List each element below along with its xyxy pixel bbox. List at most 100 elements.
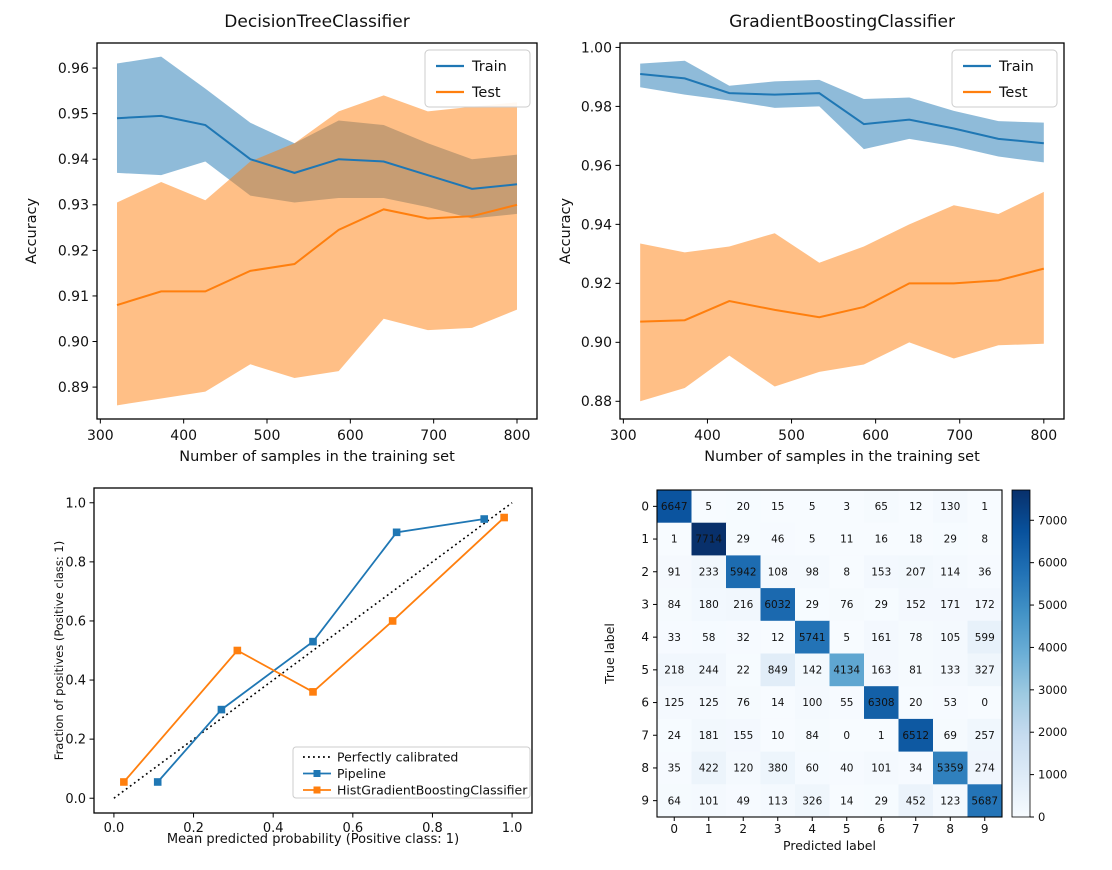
cm-cell (829, 718, 865, 752)
cm-cell (657, 784, 692, 818)
y-tick-label: 1.00 (581, 40, 612, 56)
cm-cell (898, 784, 934, 818)
cm-cell (933, 751, 968, 785)
cm-cell (691, 784, 727, 818)
cm-cell-value: 22 (737, 664, 750, 676)
calibration-curve-chart: 0.0 0.2 0.4 0.6 0.8 1.0 0.0 0.2 0.4 0.6 0.8 1.0 Mean… (52, 487, 533, 847)
y-tick-label: 0.96 (58, 61, 89, 77)
cm-cell (829, 588, 865, 622)
train-line (116, 114, 518, 190)
cm-cell (898, 555, 934, 589)
cm-cell-value: 29 (806, 599, 819, 611)
cm-cell-value: 46 (771, 534, 785, 546)
cm-cell-value: 65 (875, 501, 888, 513)
cm-cell-value: 5 (705, 501, 712, 513)
x-tick-label: 0.8 (422, 821, 443, 836)
y-tick-label: 8 (641, 761, 649, 775)
x-tick-label: 0.6 (342, 821, 363, 836)
colorbar-tick-label: 6000 (1038, 556, 1067, 570)
cm-cell-value: 113 (768, 795, 788, 807)
cm-cell-value: 20 (909, 697, 922, 709)
cm-cell-value: 6032 (764, 599, 791, 611)
cm-cell-value: 120 (733, 763, 753, 775)
cm-cell (760, 555, 796, 589)
cm-cell-value: 233 (699, 566, 719, 578)
pipeline-marker (309, 637, 317, 646)
cm-cell (726, 784, 761, 818)
y-axis-label: Accuracy (24, 197, 40, 264)
cm-cell (933, 686, 968, 720)
cm-cell (829, 620, 865, 654)
cm-cell-value: 81 (909, 664, 922, 676)
pipeline-marker (217, 705, 226, 714)
train-line (640, 72, 1044, 145)
x-tick-label: 1.0 (502, 821, 523, 836)
legend-label: Train (998, 59, 1034, 75)
cm-cell (760, 784, 796, 818)
cm-cell (933, 653, 968, 687)
cm-cell-value: 7714 (695, 534, 722, 546)
y-tick-label: 0.90 (581, 335, 612, 351)
cm-cell-value: 60 (806, 763, 819, 775)
y-tick-label: 0.96 (581, 158, 612, 174)
cm-cell (691, 588, 727, 622)
cm-cell-value: 84 (668, 599, 682, 611)
cm-cell-value: 100 (802, 697, 822, 709)
cm-cell-value: 125 (664, 697, 684, 709)
x-tick-label: 400 (170, 428, 197, 444)
cm-cell (933, 620, 968, 654)
cm-cell-value: 180 (699, 599, 719, 611)
y-tick-label: 0.89 (58, 380, 89, 396)
x-tick-label: 700 (946, 428, 973, 444)
cm-cell (898, 522, 934, 556)
cm-cell (864, 490, 899, 524)
cm-cell (691, 653, 727, 687)
x-tick-label: 7 (912, 822, 920, 836)
cm-cell-value: 0 (843, 730, 850, 742)
cm-cell-value: 29 (737, 534, 750, 546)
y-tick-label: 1 (641, 532, 649, 546)
cm-cell (898, 718, 934, 752)
x-tick-label: 300 (610, 428, 637, 444)
cm-cell-value: 84 (806, 730, 820, 742)
cm-cell (898, 751, 934, 785)
x-tick-label: 700 (420, 428, 447, 444)
cm-cell-value: 55 (840, 697, 853, 709)
x-tick-label: 500 (778, 428, 805, 444)
y-tick-label: 0.88 (581, 394, 612, 410)
cm-cell-value: 4134 (833, 664, 860, 676)
x-tick-label: 2 (739, 822, 747, 836)
cm-cell (864, 784, 899, 818)
cm-cell (829, 490, 865, 524)
cm-cell (760, 620, 796, 654)
x-tick-label: 6 (877, 822, 885, 836)
cm-cell (795, 620, 830, 654)
x-tick-label: 800 (504, 428, 531, 444)
cm-cell-value: 244 (699, 664, 719, 676)
y-tick-label: 0.94 (581, 217, 612, 233)
colorbar-tick-label: 3000 (1038, 683, 1067, 697)
y-axis-label: True label (602, 623, 617, 685)
cm-cell-value: 33 (668, 632, 681, 644)
legend: Train Test (951, 49, 1058, 108)
cm-cell (795, 686, 830, 720)
cm-cell-value: 171 (940, 599, 960, 611)
y-tick-label: 1.0 (65, 496, 86, 511)
axes-frame (96, 42, 538, 420)
cm-cell-value: 153 (871, 566, 891, 578)
cm-cell (726, 653, 761, 687)
cm-cell (726, 555, 761, 589)
cm-cell (726, 620, 761, 654)
cm-cell-value: 452 (906, 795, 926, 807)
test-band (640, 191, 1044, 402)
y-tick-label: 0.2 (65, 733, 86, 748)
cm-cell (691, 620, 727, 654)
y-tick-label: 7 (641, 728, 649, 742)
cm-cell (967, 588, 1003, 622)
cm-cell-value: 218 (664, 664, 684, 676)
cm-cell-value: 274 (975, 763, 995, 775)
chart-title: DecisionTreeClassifier (224, 12, 409, 32)
cm-cell-value: 5359 (937, 763, 964, 775)
cm-cell-value: 91 (668, 566, 681, 578)
y-tick-label: 6 (641, 696, 649, 710)
